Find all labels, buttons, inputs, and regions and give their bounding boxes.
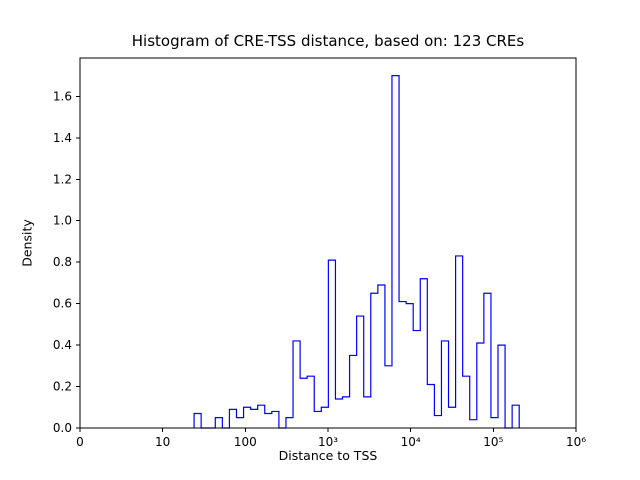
chart-title: Histogram of CRE-TSS distance, based on:…: [131, 32, 525, 50]
x-tick-label: 10⁶: [566, 435, 586, 449]
x-tick-label: 0: [76, 435, 84, 449]
y-tick-label: 1.2: [53, 172, 72, 186]
y-tick-label: 0.8: [53, 255, 72, 269]
x-tick-label: 100: [234, 435, 257, 449]
x-tick-label: 10⁴: [401, 435, 421, 449]
y-tick-label: 1.0: [53, 214, 72, 228]
y-tick-label: 1.4: [53, 131, 72, 145]
y-tick-label: 0.4: [53, 338, 72, 352]
histogram-step-outline: [193, 75, 520, 429]
y-axis-label: Density: [19, 219, 35, 267]
y-tick-label: 0.2: [53, 380, 72, 394]
x-axis-label: Distance to TSS: [278, 448, 378, 463]
x-tick-label: 10⁵: [483, 435, 503, 449]
x-tick-label: 10³: [318, 435, 338, 449]
y-tick-label: 1.6: [53, 89, 72, 103]
y-tick-label: 0.0: [53, 421, 72, 435]
y-tick-label: 0.6: [53, 297, 72, 311]
x-tick-label: 10: [155, 435, 170, 449]
